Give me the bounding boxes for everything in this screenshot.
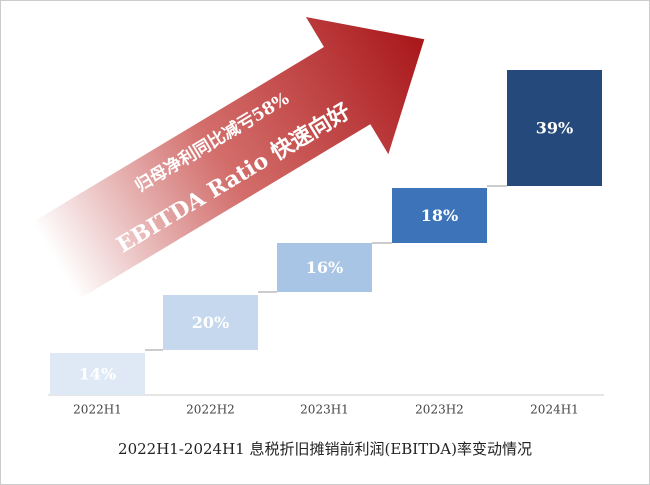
step-box (392, 188, 487, 243)
x-tick-label: 2022H2 (186, 403, 235, 417)
value-label: 16% (306, 258, 343, 277)
x-tick-label: 2022H1 (73, 403, 122, 417)
arrow-shape (32, 17, 425, 300)
step-box (277, 243, 372, 292)
x-tick-label: 2024H1 (530, 403, 579, 417)
value-label: 18% (421, 206, 458, 225)
chart-title: 2022H1-2024H1 息税折旧摊销前利润(EBITDA)率变动情况 (118, 440, 532, 458)
value-label: 39% (536, 119, 573, 138)
x-tick-label: 2023H1 (300, 403, 349, 417)
step-box (50, 353, 145, 395)
x-tick-label: 2023H2 (415, 403, 464, 417)
value-label: 14% (79, 365, 116, 384)
value-label: 20% (192, 313, 229, 332)
step-box (163, 295, 258, 350)
step-box (507, 70, 602, 186)
